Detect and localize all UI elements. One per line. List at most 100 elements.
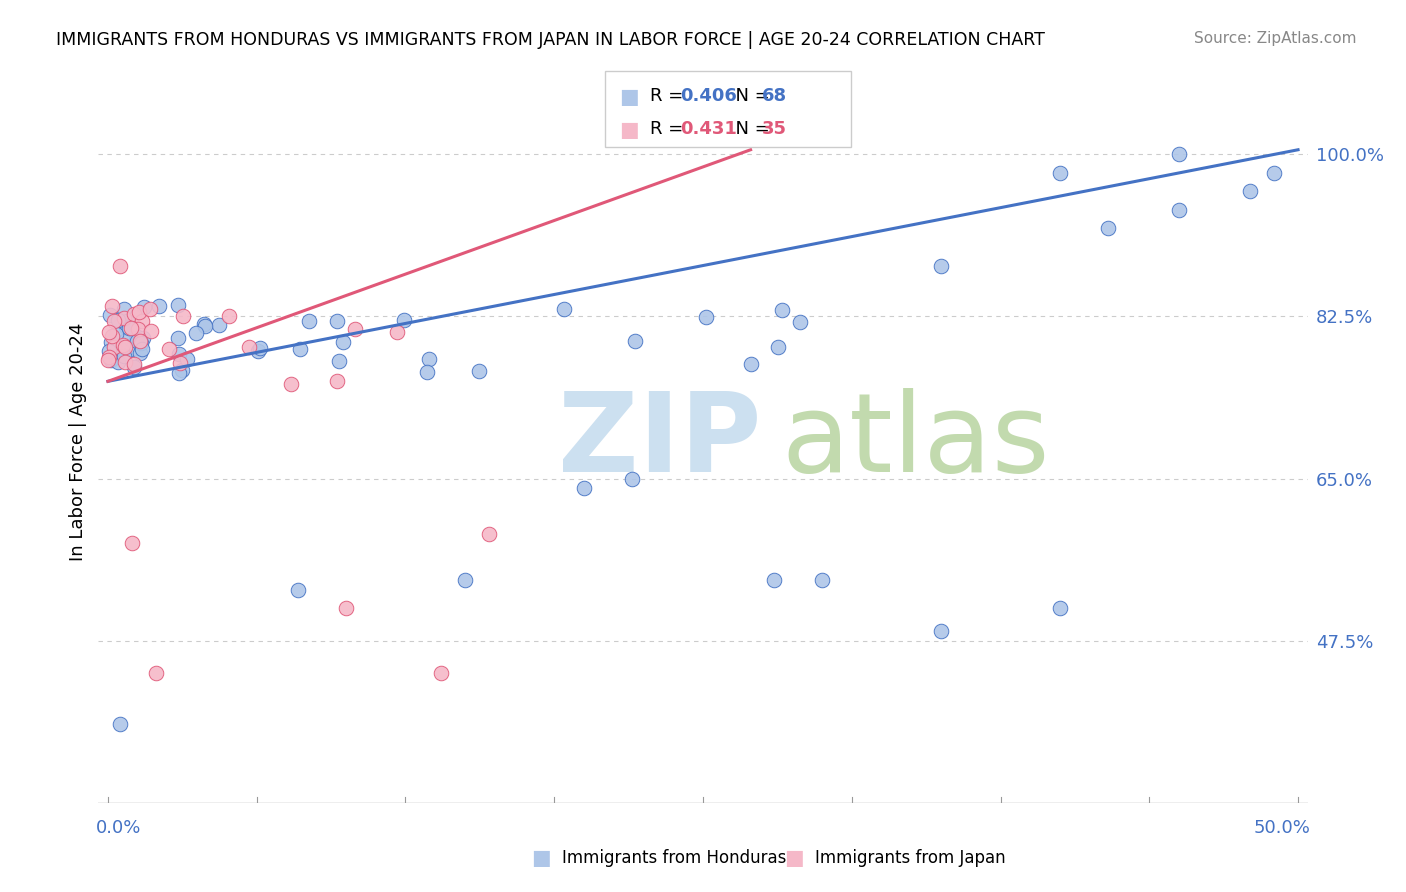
Point	[169, 356, 191, 370]
Point	[811, 574, 834, 588]
Point	[97, 325, 120, 339]
Point	[1168, 147, 1191, 161]
Text: ■: ■	[619, 87, 638, 107]
Point	[176, 352, 198, 367]
Point	[114, 355, 136, 369]
Point	[131, 314, 153, 328]
Point	[770, 303, 793, 318]
Point	[112, 302, 135, 317]
Point	[114, 320, 136, 334]
Point	[170, 363, 193, 377]
Point	[186, 326, 208, 340]
Point	[1239, 185, 1261, 199]
Text: ■: ■	[531, 848, 551, 868]
Point	[208, 318, 231, 332]
Point	[468, 364, 491, 378]
Text: 0.0%: 0.0%	[96, 819, 141, 837]
Text: ■: ■	[785, 848, 804, 868]
Text: atlas: atlas	[782, 388, 1050, 495]
Point	[114, 311, 136, 326]
Point	[740, 358, 762, 372]
Point	[108, 717, 131, 731]
Point	[287, 582, 309, 597]
Point	[122, 357, 145, 371]
Point	[172, 309, 194, 323]
Point	[122, 359, 145, 374]
Point	[107, 354, 129, 368]
Text: 50.0%: 50.0%	[1254, 819, 1310, 837]
Point	[454, 574, 477, 588]
Point	[131, 343, 153, 357]
Point	[392, 312, 415, 326]
Point	[103, 314, 125, 328]
Point	[139, 301, 162, 316]
Point	[326, 374, 349, 388]
Text: Source: ZipAtlas.com: Source: ZipAtlas.com	[1194, 31, 1357, 46]
Point	[101, 329, 124, 343]
Point	[110, 343, 132, 357]
Point	[121, 342, 143, 356]
Point	[108, 259, 131, 273]
Point	[695, 310, 717, 324]
Point	[121, 536, 143, 550]
Point	[194, 319, 217, 334]
Point	[112, 349, 135, 363]
Text: Immigrants from Japan: Immigrants from Japan	[815, 849, 1007, 867]
Text: ■: ■	[619, 120, 638, 140]
Point	[107, 312, 129, 326]
Point	[98, 308, 121, 322]
Point	[290, 342, 312, 356]
Point	[103, 340, 125, 354]
Point	[553, 301, 575, 316]
Point	[332, 335, 354, 350]
Point	[238, 340, 260, 354]
Point	[125, 334, 148, 349]
Point	[129, 346, 152, 360]
Point	[128, 334, 150, 349]
Point	[148, 299, 170, 313]
Point	[100, 334, 122, 349]
Text: R =: R =	[650, 87, 689, 105]
Point	[167, 347, 190, 361]
Text: 68: 68	[762, 87, 787, 105]
Point	[1097, 221, 1119, 235]
Point	[343, 322, 366, 336]
Point	[115, 314, 138, 328]
Point	[97, 353, 120, 368]
Point	[335, 601, 357, 615]
Point	[249, 341, 271, 355]
Point	[416, 365, 439, 379]
Point	[624, 334, 647, 348]
Point	[127, 321, 149, 335]
Point	[1049, 166, 1071, 180]
Text: N =: N =	[724, 120, 776, 138]
Point	[620, 472, 643, 486]
Point	[1168, 202, 1191, 217]
Point	[145, 666, 167, 681]
Point	[111, 338, 134, 352]
Text: ZIP: ZIP	[558, 388, 761, 495]
Point	[929, 259, 952, 273]
Point	[167, 298, 190, 312]
Text: 35: 35	[762, 120, 787, 138]
Point	[929, 624, 952, 639]
Point	[247, 344, 270, 359]
Text: 0.406: 0.406	[681, 87, 737, 105]
Text: IMMIGRANTS FROM HONDURAS VS IMMIGRANTS FROM JAPAN IN LABOR FORCE | AGE 20-24 COR: IMMIGRANTS FROM HONDURAS VS IMMIGRANTS F…	[56, 31, 1045, 49]
Point	[1263, 166, 1285, 180]
Point	[101, 299, 124, 313]
Point	[789, 315, 811, 329]
Point	[298, 314, 321, 328]
Point	[114, 334, 136, 348]
Point	[326, 314, 349, 328]
Point	[120, 321, 142, 335]
Point	[387, 325, 409, 339]
Point	[167, 366, 190, 380]
Point	[129, 336, 152, 351]
Text: Immigrants from Honduras: Immigrants from Honduras	[562, 849, 787, 867]
Point	[157, 342, 180, 356]
Point	[97, 343, 120, 358]
Point	[572, 481, 595, 495]
Text: R =: R =	[650, 120, 689, 138]
Point	[328, 354, 350, 368]
